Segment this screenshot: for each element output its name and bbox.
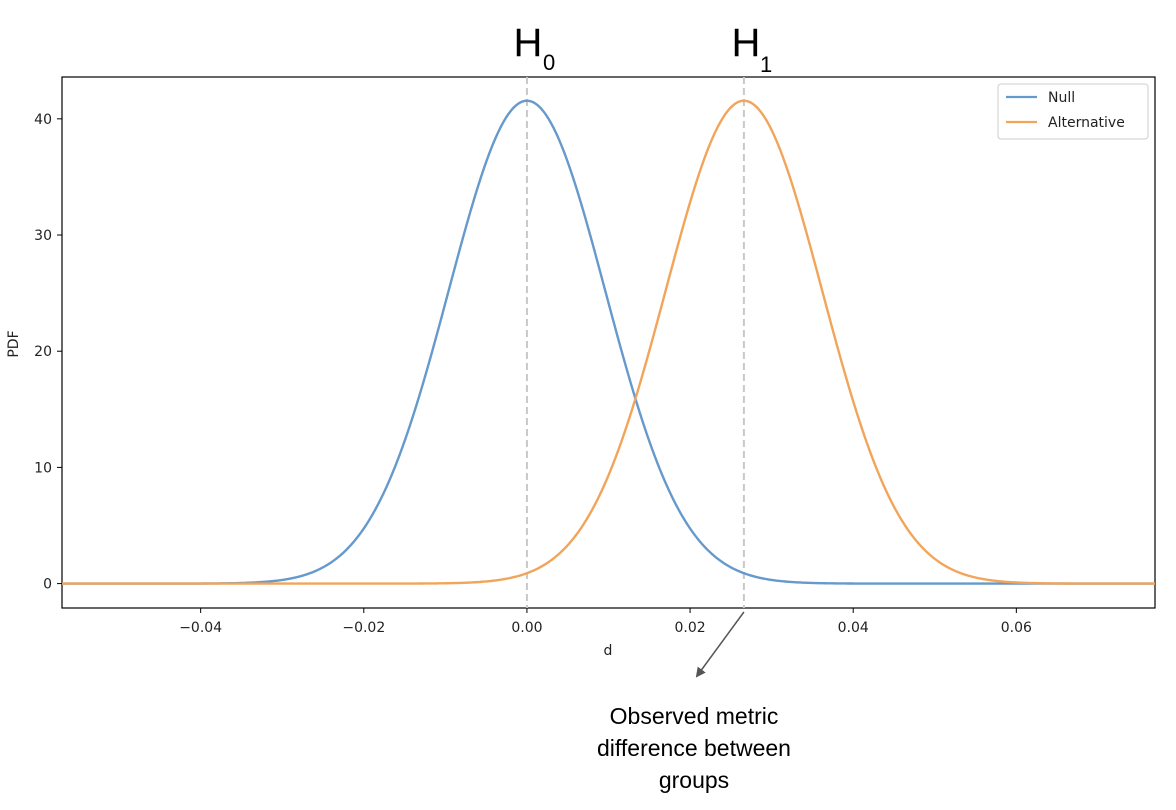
x-tick-label: −0.04 bbox=[179, 620, 222, 636]
x-tick-label: 0.00 bbox=[511, 620, 542, 636]
y-tick-label: 10 bbox=[34, 460, 52, 476]
annotation-line-3: groups bbox=[659, 767, 729, 793]
annotation-arrow bbox=[695, 611, 745, 678]
y-axis-label: PDF bbox=[6, 330, 22, 357]
annotation-line-1: Observed metric bbox=[610, 703, 779, 729]
y-tick-label: 0 bbox=[43, 577, 52, 593]
legend-label-alternative: Alternative bbox=[1048, 115, 1125, 131]
y-tick-label: 30 bbox=[34, 228, 52, 244]
x-tick-label: 0.02 bbox=[674, 620, 705, 636]
legend: Null Alternative bbox=[997, 83, 1149, 140]
x-tick-label: −0.02 bbox=[342, 620, 385, 636]
x-tick-label: 0.04 bbox=[838, 620, 869, 636]
x-axis-label: d bbox=[604, 643, 613, 659]
series-line-null bbox=[62, 99, 1155, 585]
x-tick-label: 0.06 bbox=[1001, 620, 1032, 636]
legend-label-null: Null bbox=[1048, 90, 1075, 106]
h0-label: H bbox=[514, 21, 543, 65]
series-line-alternative bbox=[62, 99, 1155, 585]
y-tick-label: 20 bbox=[34, 344, 52, 360]
h1-label: H bbox=[732, 21, 761, 65]
h0-subscript: 0 bbox=[543, 50, 555, 75]
h1-subscript: 1 bbox=[760, 52, 772, 77]
y-tick-label: 40 bbox=[34, 112, 52, 128]
plot-frame bbox=[61, 76, 1156, 609]
annotation-line-2: difference between bbox=[597, 735, 791, 761]
